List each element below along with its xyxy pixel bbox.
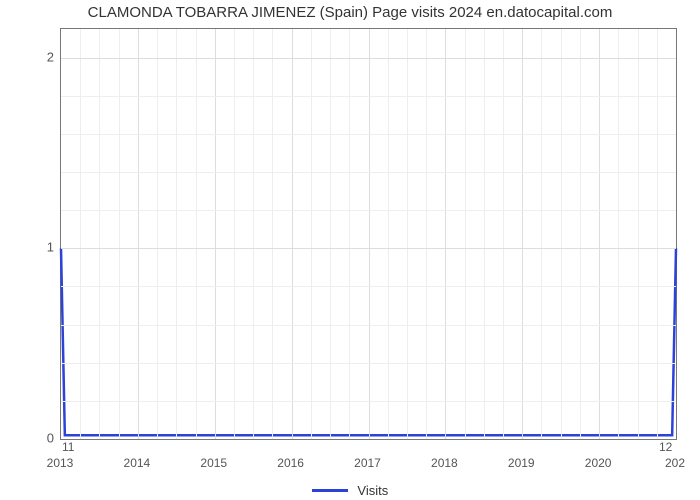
x-tick-label: 2016 <box>277 456 304 470</box>
legend: Visits <box>0 482 700 498</box>
minor-gridline-horizontal <box>61 363 676 364</box>
minor-gridline-horizontal <box>61 96 676 97</box>
y-tick-label: 2 <box>38 49 54 64</box>
x-tick-label: 2017 <box>354 456 381 470</box>
minor-gridline-vertical <box>426 29 427 439</box>
gridline-vertical <box>138 29 139 439</box>
minor-gridline-vertical <box>580 29 581 439</box>
minor-gridline-vertical <box>119 29 120 439</box>
minor-gridline-vertical <box>638 29 639 439</box>
minor-gridline-horizontal <box>61 286 676 287</box>
minor-gridline-horizontal <box>61 325 676 326</box>
gridline-vertical <box>522 29 523 439</box>
minor-gridline-vertical <box>99 29 100 439</box>
plot-area <box>60 28 677 440</box>
minor-gridline-vertical <box>484 29 485 439</box>
minor-gridline-horizontal <box>61 210 676 211</box>
minor-gridline-vertical <box>272 29 273 439</box>
minor-gridline-vertical <box>311 29 312 439</box>
legend-swatch <box>312 489 348 492</box>
gridline-horizontal <box>61 248 676 249</box>
minor-gridline-horizontal <box>61 172 676 173</box>
minor-gridline-vertical <box>407 29 408 439</box>
minor-gridline-vertical <box>503 29 504 439</box>
minor-gridline-vertical <box>465 29 466 439</box>
chart-title: CLAMONDA TOBARRA JIMENEZ (Spain) Page vi… <box>0 4 700 21</box>
minor-gridline-horizontal <box>61 401 676 402</box>
y-tick-label: 1 <box>38 240 54 255</box>
x-tick-label: 2019 <box>508 456 535 470</box>
minor-gridline-vertical <box>234 29 235 439</box>
minor-gridline-vertical <box>657 29 658 439</box>
gridline-vertical <box>599 29 600 439</box>
gridline-vertical <box>215 29 216 439</box>
x-tick-label: 2015 <box>200 456 227 470</box>
x-tick-label: 2020 <box>585 456 612 470</box>
minor-gridline-vertical <box>388 29 389 439</box>
minor-gridline-vertical <box>157 29 158 439</box>
x-tick-label: 2013 <box>47 456 74 470</box>
minor-gridline-vertical <box>349 29 350 439</box>
minor-gridline-vertical <box>253 29 254 439</box>
secondary-label-bottom-right: 12 <box>659 440 672 454</box>
y-tick-label: 0 <box>38 431 54 446</box>
minor-gridline-vertical <box>176 29 177 439</box>
x-tick-label: 202 <box>665 456 685 470</box>
minor-gridline-vertical <box>561 29 562 439</box>
gridline-vertical <box>369 29 370 439</box>
minor-gridline-vertical <box>80 29 81 439</box>
minor-gridline-vertical <box>618 29 619 439</box>
legend-label: Visits <box>357 483 388 498</box>
minor-gridline-horizontal <box>61 134 676 135</box>
gridline-horizontal <box>61 58 676 59</box>
minor-gridline-vertical <box>541 29 542 439</box>
x-tick-label: 2014 <box>124 456 151 470</box>
minor-gridline-vertical <box>196 29 197 439</box>
secondary-label-bottom-left: 11 <box>62 440 74 454</box>
x-tick-label: 2018 <box>431 456 458 470</box>
gridline-vertical <box>292 29 293 439</box>
minor-gridline-vertical <box>330 29 331 439</box>
gridline-vertical <box>445 29 446 439</box>
